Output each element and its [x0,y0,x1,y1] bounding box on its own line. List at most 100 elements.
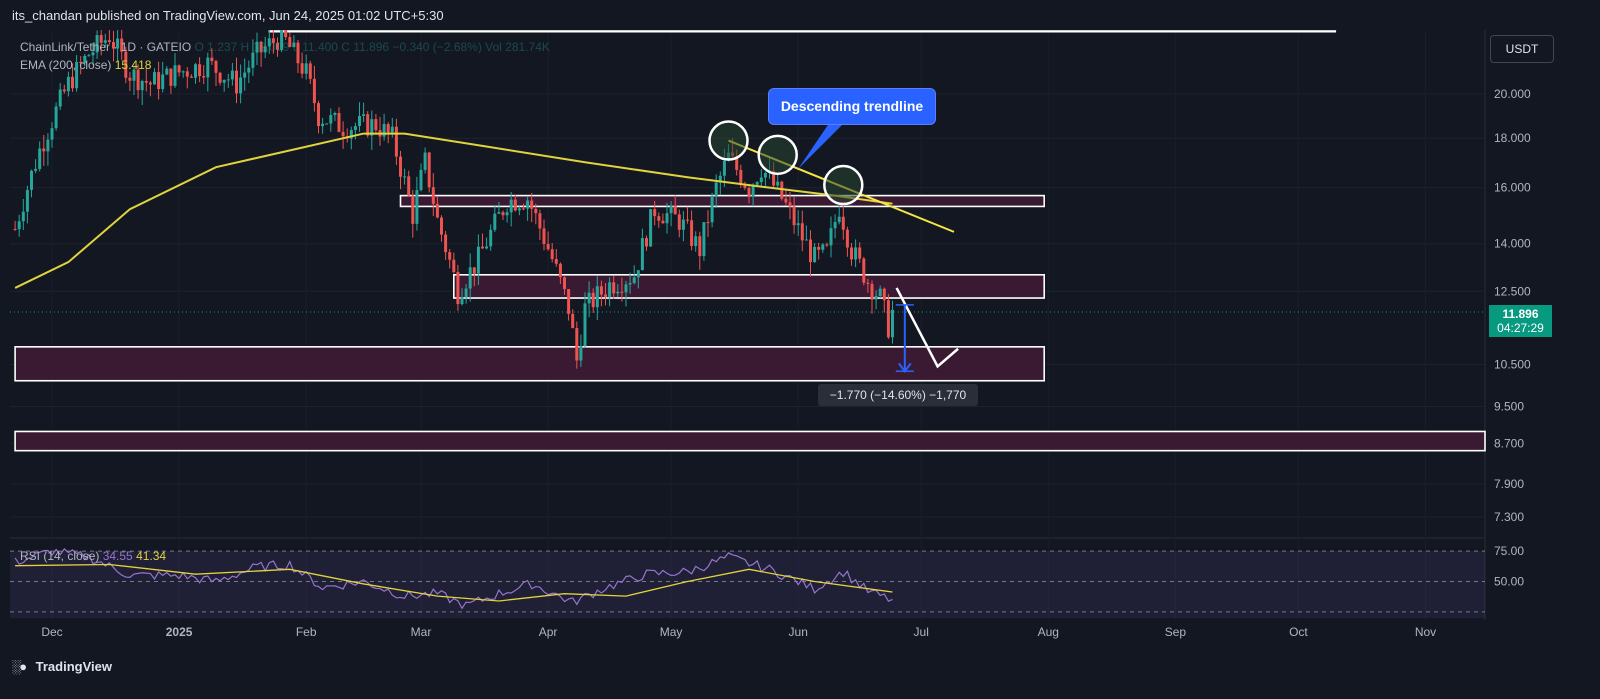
currency-button[interactable]: USDT [1490,35,1554,63]
candle-body [530,200,534,209]
trendline-callout[interactable]: Descending trendline [768,88,936,125]
publish-header: its_chandan published on TradingView.com… [0,0,1600,30]
candle-body [640,238,644,271]
x-tick-label: Dec [41,625,62,639]
candle-body [833,222,837,229]
candle-body [267,38,271,47]
candle-body [214,61,218,73]
y-tick-label: 9.500 [1494,399,1524,413]
last-price-label: 11.896 04:27:29 [1489,305,1552,337]
candle-body [563,277,566,290]
candle-body [829,228,833,246]
candle-body [669,205,673,214]
rsi-legend[interactable]: RSI (14, close) 34.55 41.34 [20,549,166,563]
candle-body [886,300,890,338]
candle-body [677,214,681,230]
candle-body [690,220,694,246]
candle-body [612,282,616,294]
candle-body [522,208,525,210]
x-tick-label: Aug [1038,625,1059,639]
candle-body [534,208,538,214]
rsi-band [10,551,1485,618]
candle-body [128,77,132,81]
candle-body [841,216,845,230]
candle-body [665,213,669,224]
candle-body [870,283,874,300]
candle-body [157,72,161,90]
candle-body [472,267,476,274]
candle-body [714,182,718,196]
candle-body [620,291,624,293]
candle-body [628,283,632,285]
price-chart[interactable]: 20.000 18.000 16.000 14.000 12.500 10.500 9.50… [0,30,1600,648]
candle-body [333,112,337,116]
candle-body [419,169,423,191]
candle-body [657,216,661,221]
candle-body [624,284,628,293]
candle-body [427,152,431,188]
candle-body [153,72,156,85]
candle-body [800,223,804,241]
candle-body [358,115,361,127]
candle-body [169,68,173,86]
price-zone [399,194,1046,208]
last-price-value: 11.896 [1502,307,1539,321]
candle-body [649,209,653,247]
candle-body [181,71,185,73]
candle-body [124,51,128,78]
candle-body [681,219,685,230]
candle-body [616,291,620,294]
price-zone [14,430,1486,452]
candle-body [87,55,91,57]
candle-body [374,119,378,131]
candle-body [878,288,882,297]
candle-body [554,259,558,264]
ema-200-line [14,132,893,289]
candle-body [218,72,222,83]
candle-body [497,212,501,214]
rsi-level-label: 50.00 [1494,575,1524,589]
candle-body [595,286,599,308]
symbol-legend[interactable]: ChainLink/Tether · 1D · GATEIO O 1.237 H… [20,40,550,54]
candle-body [337,112,341,132]
ohlc-values: O 1.237 H 12.009 L 11.400 C 11.896 −0.34… [194,40,550,54]
candle-body [95,35,99,53]
candle-body [116,38,120,49]
plot-background [10,30,1485,620]
candle-body [144,81,148,83]
candle-body [891,309,894,338]
candle-body [854,247,858,260]
candle-body [386,124,390,133]
candle-body [448,252,452,260]
candle-body [464,288,468,298]
x-tick-label: Mar [411,625,432,639]
candle-body [837,216,841,223]
candle-body [792,206,796,226]
tradingview-logo[interactable]: ░● TradingView [12,659,112,674]
candle-body [747,187,751,197]
touch-point-circle [708,120,749,161]
candle-body [50,128,54,140]
candle-body [25,189,29,212]
candle-body [608,282,612,297]
chart-area[interactable]: 20.000 18.000 16.000 14.000 12.500 10.500 9.50… [0,30,1600,699]
candle-body [177,65,181,73]
candle-body [493,213,497,230]
callout-pointer [798,122,845,169]
candle-body [349,130,353,139]
candle-body [718,175,722,183]
candle-body [591,292,595,308]
candle-body [423,152,427,170]
candle-body [456,272,460,305]
candle-body [280,30,284,50]
candle-body [292,42,296,47]
candle-body [341,131,345,137]
candle-body [645,238,648,247]
tv-logo-icon: ░● [12,659,27,674]
candle-body [202,76,206,78]
candle-body [251,52,255,68]
candle-body [34,168,38,171]
candle-body [825,244,829,246]
ema-legend[interactable]: EMA (200, close) 15.418 [20,58,151,72]
candle-body [804,239,808,241]
